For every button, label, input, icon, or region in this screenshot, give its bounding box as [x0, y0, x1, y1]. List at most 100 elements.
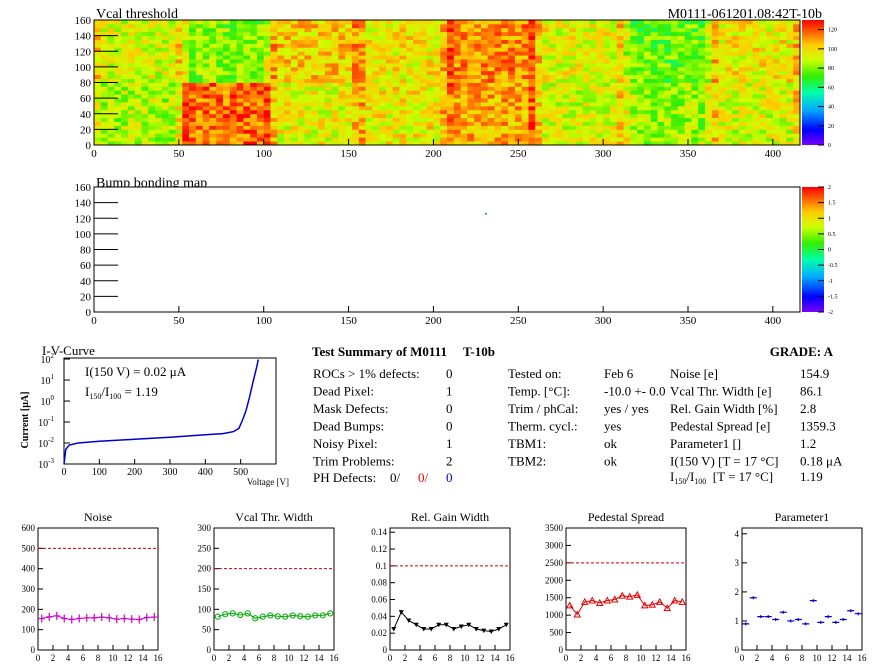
vcal-cell: [318, 129, 326, 134]
vcal-cell: [657, 70, 665, 76]
vcal-cell: [759, 59, 767, 64]
vcal-cell: [704, 39, 713, 44]
vcal-cell: [535, 90, 543, 95]
vcal-cell: [372, 141, 380, 146]
vcal-cell: [528, 105, 536, 111]
vcal-cell: [141, 125, 149, 130]
vcal-cell: [155, 113, 163, 119]
vcal-cell: [453, 94, 461, 99]
vcal-cell: [351, 137, 360, 142]
vcal-cell: [718, 125, 726, 130]
vcal-cell: [297, 43, 305, 48]
vcal-cell: [155, 90, 163, 95]
vcal-cell: [508, 90, 516, 95]
vcal-cell: [467, 105, 475, 111]
vcal-scale-label: 20: [828, 124, 834, 130]
chart-ytick-label: 0.04: [371, 611, 387, 621]
vcal-cell: [650, 137, 658, 142]
vcal-cell: [684, 98, 692, 103]
vcal-cell: [202, 43, 210, 48]
vcal-cell: [711, 47, 719, 52]
vcal-cell: [528, 125, 536, 130]
vcal-cell: [175, 51, 183, 56]
vcal-cell: [141, 82, 149, 87]
vcal-cell: [623, 47, 631, 52]
bump-scale-label: -1: [828, 279, 833, 285]
vcal-cell: [216, 102, 224, 107]
vcal-cell: [738, 137, 747, 142]
vcal-cell: [100, 82, 108, 87]
vcal-cell: [555, 141, 563, 146]
vcal-cell: [114, 121, 122, 126]
vcal-cell: [453, 105, 461, 111]
vcal-cell: [175, 105, 183, 111]
vcal-cell: [419, 98, 428, 103]
vcal-cell: [677, 59, 685, 64]
chart-ytick-label: 100: [22, 625, 36, 635]
vcal-cell: [630, 117, 638, 122]
vcal-cell: [453, 23, 461, 29]
vcal-cell: [542, 51, 550, 56]
iv-ytick-label: 100: [41, 394, 55, 408]
vcal-cell: [528, 109, 536, 115]
vcal-cell: [182, 59, 190, 64]
vcal-cell: [650, 62, 658, 68]
vcal-cell: [256, 105, 265, 111]
vcal-cell: [589, 117, 597, 122]
summary-left-label: Dead Bumps:: [313, 419, 384, 434]
vcal-cell: [304, 59, 312, 64]
vcal-cell: [338, 82, 346, 87]
vcal-cell: [100, 62, 108, 68]
vcal-cell: [168, 82, 176, 87]
vcal-cell: [514, 43, 523, 48]
vcal-cell: [243, 86, 251, 91]
vcal-cell: [569, 35, 577, 40]
vcal-cell: [650, 27, 658, 33]
vcal-cell: [182, 43, 190, 48]
vcal-cell: [277, 55, 285, 60]
vcal-cell: [677, 23, 685, 29]
vcal-cell: [596, 137, 604, 142]
vcal-cell: [752, 66, 760, 72]
vcal-cell: [467, 117, 475, 122]
vcal-cell: [236, 105, 244, 111]
vcal-cell: [290, 31, 299, 37]
vcal-cell: [256, 47, 265, 52]
vcal-cell: [440, 109, 448, 115]
vcal-cell: [440, 39, 448, 44]
vcal-cell: [732, 70, 740, 76]
vcal-cell: [222, 102, 231, 107]
chart-point: [633, 590, 642, 598]
vcal-cell: [772, 141, 781, 146]
vcal-cell: [535, 125, 543, 130]
vcal-cell: [141, 27, 149, 33]
vcal-cell: [94, 102, 102, 107]
vcal-cell: [609, 109, 618, 115]
vcal-cell: [297, 20, 305, 25]
vcal-cell: [365, 133, 373, 138]
vcal-cell: [460, 82, 468, 87]
vcal-cell: [419, 82, 428, 87]
vcal-cell: [338, 78, 346, 83]
vcal-cell: [453, 90, 461, 95]
vcal-cell: [671, 98, 679, 103]
vcal-cell: [548, 98, 557, 103]
vcal-cell: [392, 141, 400, 146]
vcal-scale-label: 100: [828, 47, 837, 53]
vcal-cell: [222, 129, 231, 134]
vcal-cell: [114, 59, 122, 64]
vcal-cell: [100, 27, 108, 33]
vcal-cell: [413, 105, 421, 111]
vcal-cell: [691, 66, 699, 72]
vcal-cell: [413, 66, 421, 72]
vcal-cell: [318, 113, 326, 119]
vcal-cell: [379, 39, 387, 44]
vcal-cell: [107, 47, 115, 52]
vcal-cell: [623, 121, 631, 126]
vcal-cell: [698, 117, 706, 122]
vcal-cell: [440, 59, 448, 64]
vcal-cell: [793, 137, 801, 142]
vcal-cell: [677, 113, 685, 119]
vcal-cell: [772, 125, 781, 130]
vcal-cell: [433, 129, 441, 134]
